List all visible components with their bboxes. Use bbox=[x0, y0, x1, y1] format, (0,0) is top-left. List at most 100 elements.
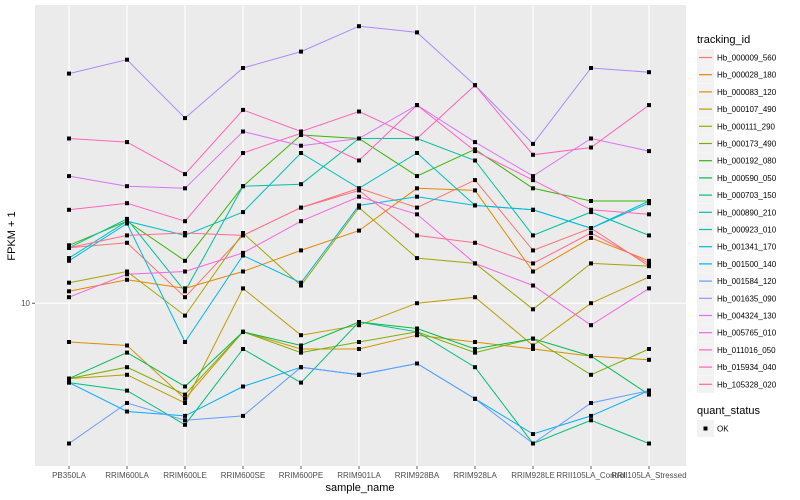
y-axis-ticks: 10 bbox=[21, 299, 35, 308]
data-point-Hb_000111_290 bbox=[647, 264, 651, 269]
data-point-Hb_000028_180 bbox=[241, 269, 245, 274]
data-point-Hb_105328_020 bbox=[125, 233, 129, 238]
x-tick-label: RRIM928LA bbox=[453, 471, 497, 480]
data-point-Hb_000703_150 bbox=[183, 422, 187, 427]
data-point-Hb_000111_290 bbox=[589, 261, 593, 266]
data-point-Hb_005765_010 bbox=[589, 323, 593, 328]
data-point-Hb_001635_090 bbox=[415, 30, 419, 35]
legend-item: Hb_001500_140 bbox=[697, 255, 777, 273]
plot-panel bbox=[35, 5, 686, 466]
data-point-Hb_000028_180 bbox=[299, 248, 303, 253]
data-point-Hb_001341_170 bbox=[531, 207, 535, 212]
data-point-Hb_000890_210 bbox=[299, 182, 303, 187]
data-point-Hb_015934_040 bbox=[183, 172, 187, 177]
x-tick-label: RRII105LA_Control bbox=[556, 471, 626, 480]
data-point-Hb_015934_040 bbox=[589, 145, 593, 150]
data-point-Hb_000107_490 bbox=[357, 323, 361, 328]
data-point-Hb_000028_180 bbox=[589, 235, 593, 240]
data-point-Hb_005765_010 bbox=[125, 272, 129, 277]
legend-item: Hb_000028_180 bbox=[697, 66, 777, 84]
data-point-Hb_000111_290 bbox=[67, 280, 71, 285]
data-point-Hb_000703_150 bbox=[299, 380, 303, 385]
data-point-Hb_000923_010 bbox=[357, 186, 361, 191]
data-point-Hb_001341_170 bbox=[647, 201, 651, 206]
data-point-Hb_004324_130 bbox=[299, 143, 303, 148]
legend-item: Hb_004324_130 bbox=[697, 307, 777, 324]
data-point-Hb_000703_150 bbox=[589, 418, 593, 423]
data-point-Hb_011016_050 bbox=[589, 207, 593, 212]
data-point-Hb_000923_010 bbox=[415, 151, 419, 155]
data-point-Hb_005765_010 bbox=[647, 286, 651, 291]
data-point-Hb_000107_490 bbox=[589, 301, 593, 306]
data-point-Hb_000923_010 bbox=[241, 210, 245, 215]
data-point-Hb_000590_050 bbox=[415, 326, 419, 331]
data-point-Hb_000192_080 bbox=[415, 174, 419, 179]
legend-item: Hb_000107_490 bbox=[697, 100, 777, 118]
data-point-Hb_011016_050 bbox=[415, 103, 419, 108]
data-point-Hb_000107_490 bbox=[299, 333, 303, 338]
legend-label: Hb_015934_040 bbox=[717, 363, 777, 372]
data-point-Hb_000923_010 bbox=[125, 219, 129, 224]
legend-item: Hb_105328_020 bbox=[697, 375, 777, 393]
x-tick-label: RRIM928BA bbox=[395, 471, 440, 480]
data-point-Hb_001635_090 bbox=[67, 71, 71, 76]
data-point-Hb_000590_050 bbox=[67, 376, 71, 381]
data-point-Hb_105328_020 bbox=[241, 233, 245, 238]
x-tick-label: RRIM600LE bbox=[163, 471, 207, 480]
data-point-Hb_000890_210 bbox=[183, 289, 187, 294]
data-point-Hb_000107_490 bbox=[415, 301, 419, 306]
data-point-Hb_011016_050 bbox=[125, 201, 129, 206]
legend-item: Hb_000923_010 bbox=[697, 221, 777, 238]
data-point-Hb_011016_050 bbox=[531, 178, 535, 183]
data-point-Hb_015934_040 bbox=[241, 107, 245, 112]
data-point-Hb_001584_120 bbox=[473, 396, 477, 401]
data-point-Hb_000890_210 bbox=[125, 216, 129, 221]
data-point-Hb_015934_040 bbox=[473, 83, 477, 88]
legend-label: Hb_001500_140 bbox=[717, 260, 777, 269]
legend-label: Hb_000890_210 bbox=[717, 208, 777, 217]
data-point-Hb_004324_130 bbox=[473, 140, 477, 145]
data-point-Hb_001635_090 bbox=[125, 57, 129, 62]
data-point-Hb_000009_560 bbox=[415, 205, 419, 210]
data-point-Hb_000083_120 bbox=[357, 347, 361, 351]
legend-item: Hb_000890_210 bbox=[697, 203, 777, 221]
data-point-Hb_000083_120 bbox=[473, 340, 477, 344]
data-point-Hb_105328_020 bbox=[589, 231, 593, 235]
legend-point-marker bbox=[703, 426, 708, 431]
data-point-Hb_001635_090 bbox=[647, 70, 651, 75]
data-point-Hb_001500_140 bbox=[241, 384, 245, 389]
data-point-Hb_004324_130 bbox=[125, 184, 129, 189]
legend-label: Hb_000192_080 bbox=[717, 157, 777, 166]
data-point-Hb_000009_560 bbox=[183, 295, 187, 300]
data-point-Hb_000028_180 bbox=[473, 188, 477, 193]
data-point-Hb_000111_290 bbox=[357, 205, 361, 210]
x-tick-label: RRIM928LE bbox=[511, 471, 555, 480]
data-point-Hb_001500_140 bbox=[531, 432, 535, 436]
data-point-Hb_001341_170 bbox=[183, 340, 187, 344]
x-tick-label: PB350LA bbox=[52, 471, 86, 480]
data-point-Hb_000083_120 bbox=[531, 347, 535, 351]
data-point-Hb_001584_120 bbox=[241, 413, 245, 418]
data-point-Hb_001584_120 bbox=[67, 441, 71, 446]
legend-label: Hb_105328_020 bbox=[717, 380, 777, 389]
data-point-Hb_000107_490 bbox=[241, 286, 245, 291]
legend-item: Hb_000009_560 bbox=[697, 49, 777, 66]
legend-item: Hb_005765_010 bbox=[697, 324, 777, 342]
data-point-Hb_105328_020 bbox=[183, 231, 187, 235]
data-point-Hb_015934_040 bbox=[531, 152, 535, 157]
series-points bbox=[67, 24, 651, 446]
data-point-Hb_105328_020 bbox=[647, 261, 651, 266]
legend-label: Hb_000083_120 bbox=[717, 88, 777, 97]
data-point-Hb_000173_490 bbox=[647, 347, 651, 351]
data-point-Hb_000173_490 bbox=[125, 365, 129, 370]
data-point-Hb_015934_040 bbox=[67, 136, 71, 141]
data-point-Hb_000703_150 bbox=[647, 441, 651, 446]
data-point-Hb_001500_140 bbox=[589, 413, 593, 418]
data-point-Hb_000111_290 bbox=[125, 269, 129, 274]
legend-label: Hb_001584_120 bbox=[717, 277, 777, 286]
data-point-Hb_000107_490 bbox=[473, 295, 477, 300]
data-point-Hb_001584_120 bbox=[183, 418, 187, 423]
legend-item: Hb_000703_150 bbox=[697, 186, 777, 204]
legend-title-quant-status: quant_status bbox=[697, 405, 760, 417]
